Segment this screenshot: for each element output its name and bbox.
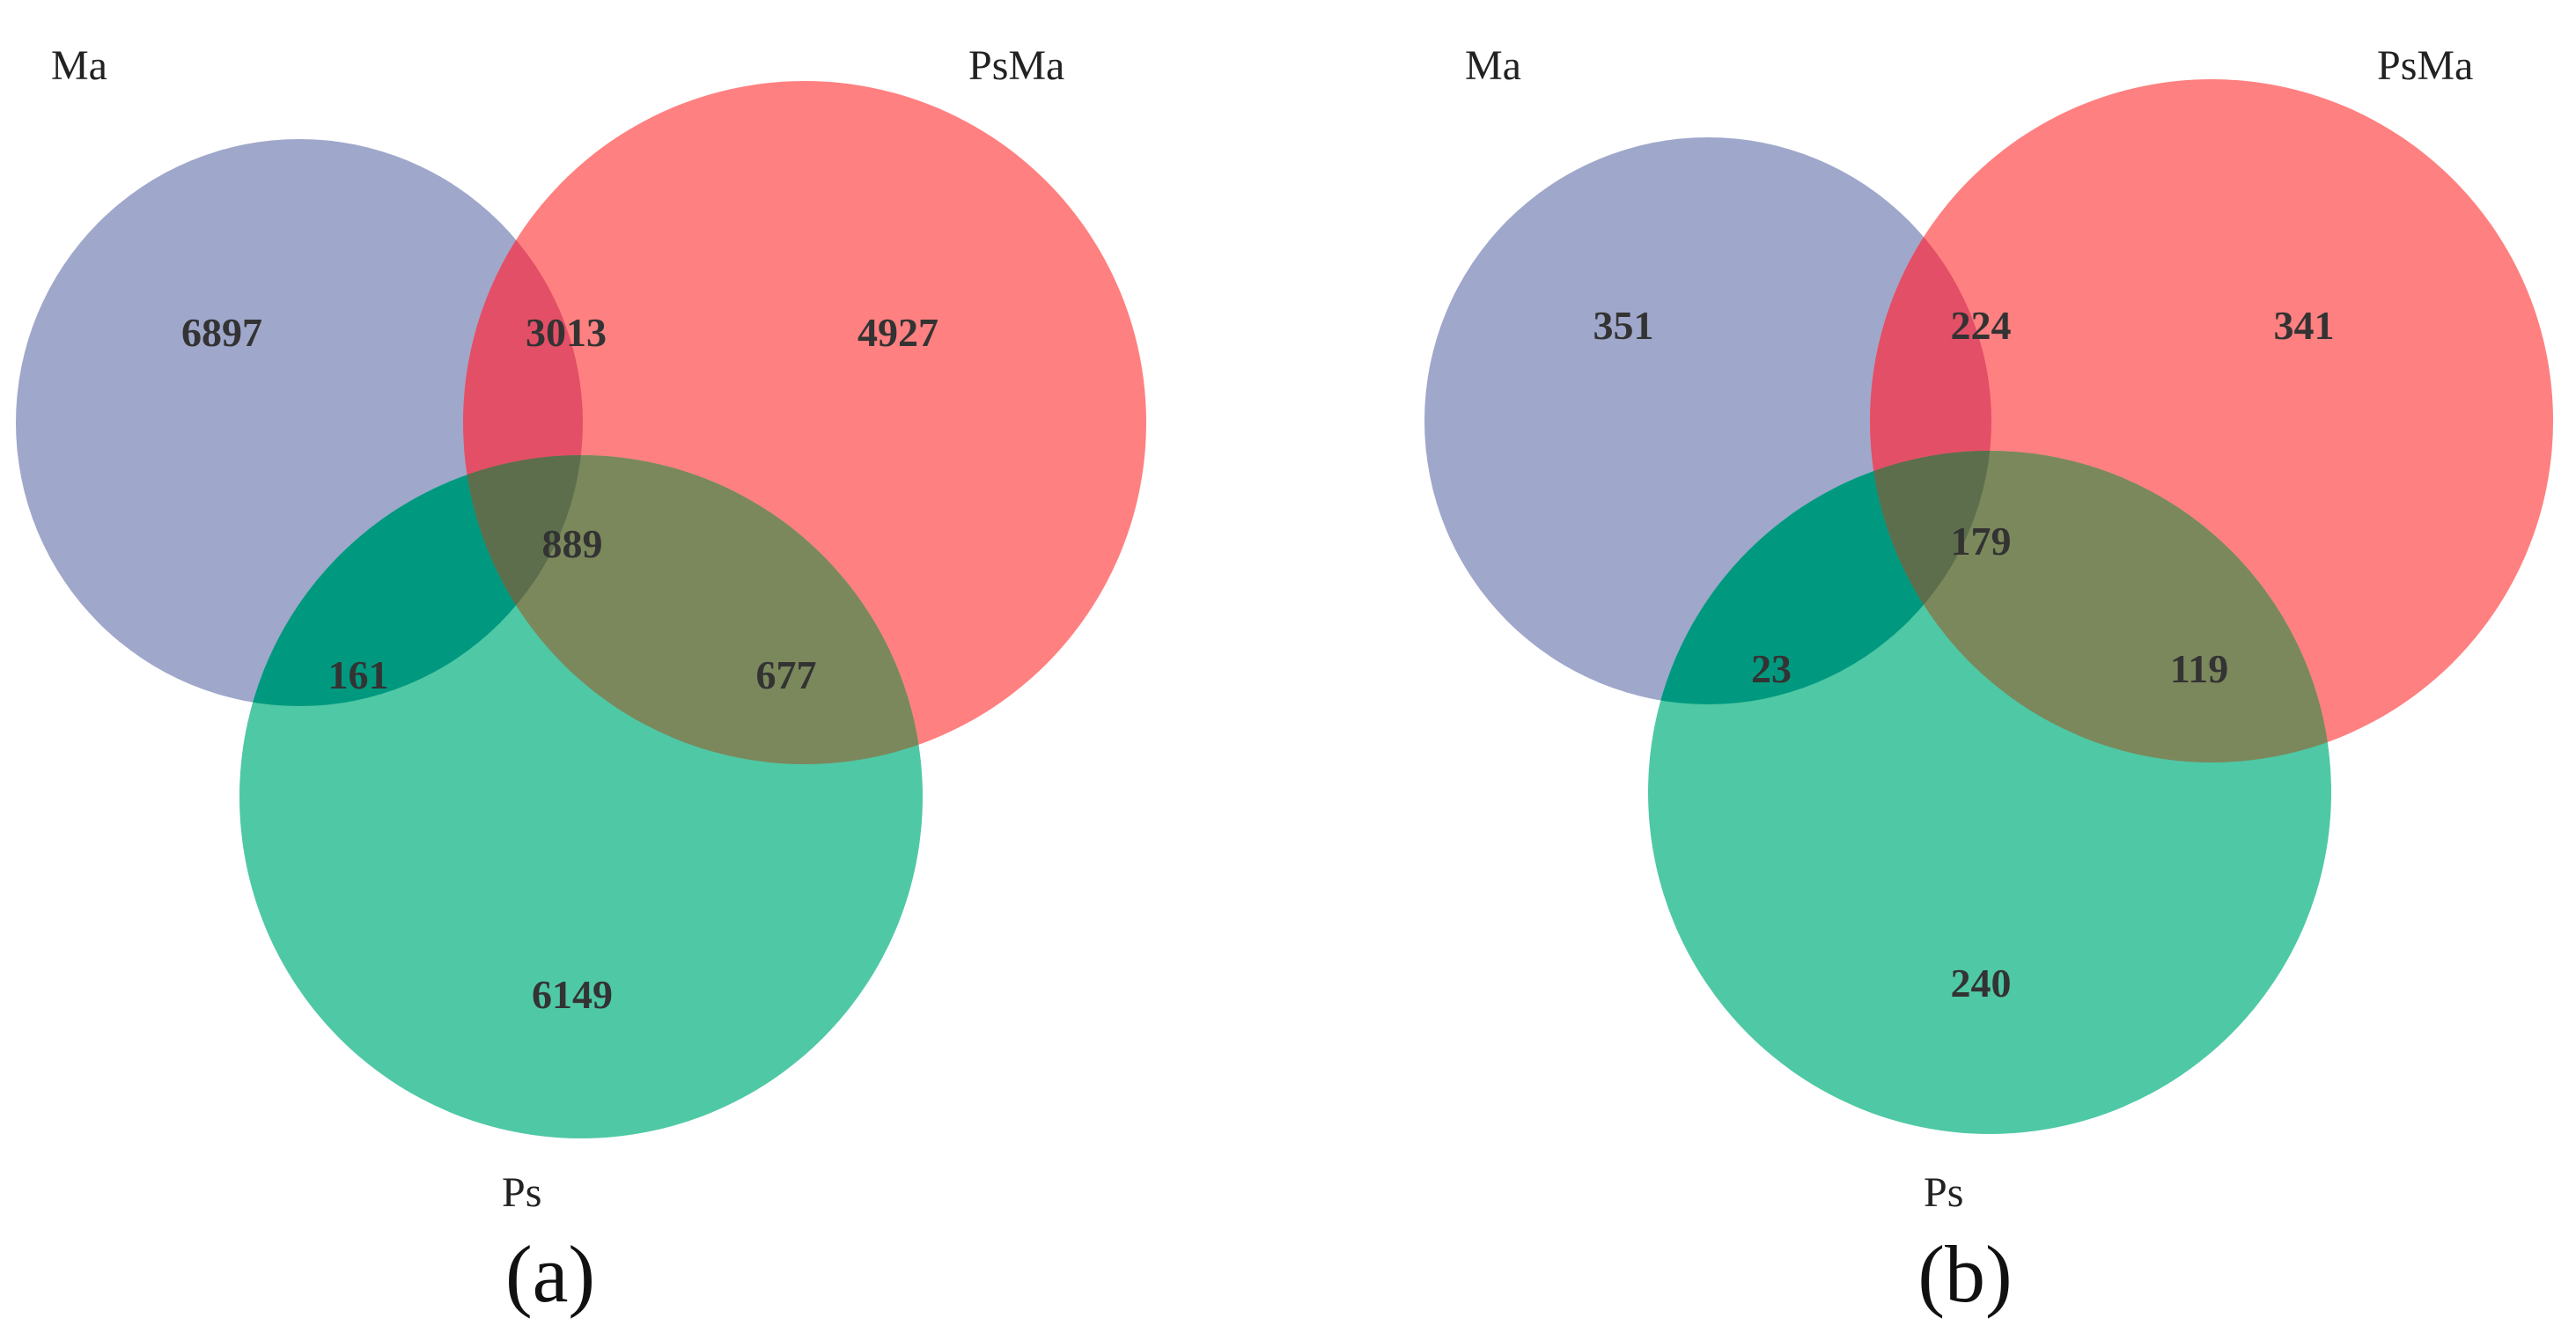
set-label-ps: Ps bbox=[502, 1169, 541, 1216]
count-all: 179 bbox=[1951, 519, 2012, 563]
count-psma-ps: 119 bbox=[2170, 646, 2228, 691]
venn-panel-a: Ma PsMa Ps 6897 3013 4927 889 161 677 61… bbox=[16, 42, 1146, 1319]
count-psma-ps: 677 bbox=[756, 652, 817, 697]
set-label-ps: Ps bbox=[1924, 1169, 1963, 1216]
count-ps-only: 6149 bbox=[532, 972, 613, 1017]
count-psma-only: 341 bbox=[2274, 303, 2335, 348]
overlap-ma-ps bbox=[1648, 451, 1991, 704]
set-label-ma: Ma bbox=[1465, 42, 1521, 89]
count-all: 889 bbox=[542, 521, 603, 566]
overlap-ma-ps bbox=[239, 455, 583, 706]
count-ma-only: 351 bbox=[1593, 303, 1654, 348]
overlap-psma-ps bbox=[463, 455, 923, 764]
set-label-ma: Ma bbox=[51, 42, 107, 89]
count-psma-only: 4927 bbox=[857, 310, 938, 355]
count-ps-only: 240 bbox=[1951, 961, 2012, 1005]
overlap-psma-ps bbox=[1870, 451, 2331, 762]
set-label-psma: PsMa bbox=[968, 42, 1064, 89]
panel-caption-b: (b) bbox=[1917, 1229, 2012, 1319]
count-ma-ps: 23 bbox=[1751, 646, 1792, 691]
venn-panel-b: Ma PsMa Ps 351 224 341 179 23 119 240 (b… bbox=[1424, 42, 2553, 1319]
count-ma-ps: 161 bbox=[328, 652, 389, 697]
panel-caption-a: (a) bbox=[505, 1229, 595, 1319]
set-label-psma: PsMa bbox=[2377, 42, 2473, 89]
count-ma-psma: 3013 bbox=[526, 310, 607, 355]
count-ma-only: 6897 bbox=[181, 310, 262, 355]
count-ma-psma: 224 bbox=[1951, 303, 2012, 348]
